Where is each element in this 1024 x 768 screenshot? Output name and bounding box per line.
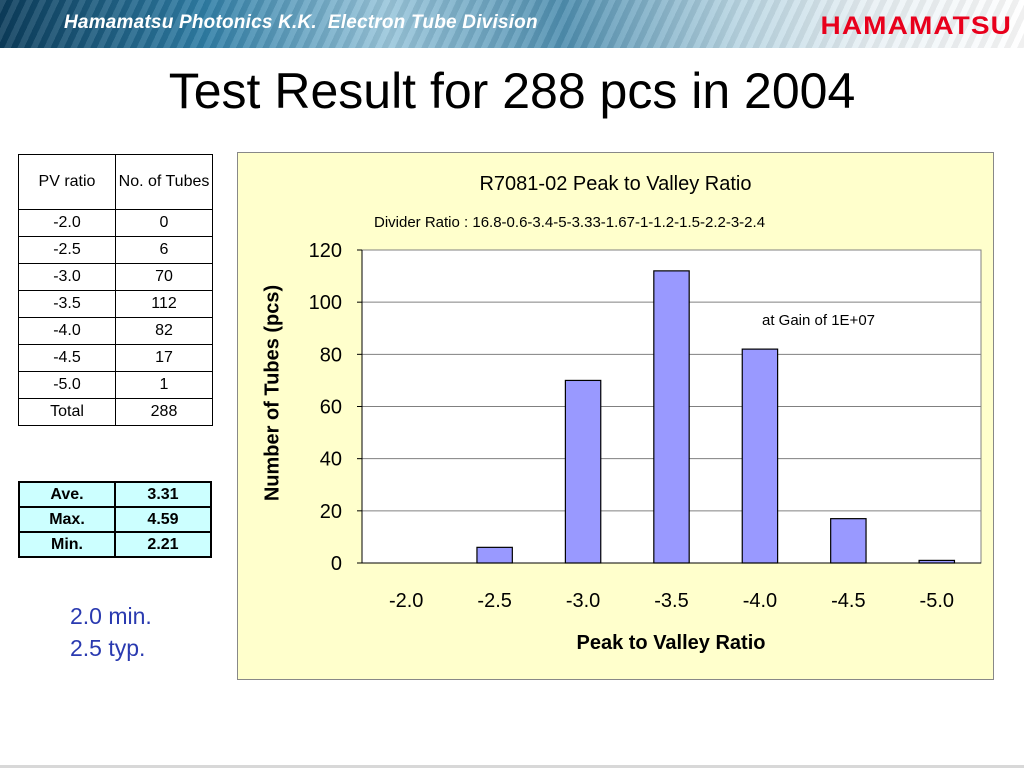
x-tick-label: -2.0 — [389, 590, 423, 612]
table-header-row: PV ratio No. of Tubes — [18, 154, 213, 210]
header-pv-ratio: PV ratio — [18, 154, 116, 210]
bar--4.0 — [741, 348, 779, 564]
tube-count-cell: 82 — [115, 317, 213, 345]
pv-ratio-cell: -2.0 — [18, 209, 116, 237]
stats-row-min: Min. 2.21 — [18, 531, 212, 558]
x-tick-label: -3.0 — [566, 590, 600, 612]
spec-note: 2.0 min. 2.5 typ. — [70, 600, 152, 664]
stat-label: Max. — [18, 506, 116, 533]
table-row: -2.0 0 — [18, 209, 213, 237]
chart-subtitle: Divider Ratio : 16.8-0.6-3.4-5-3.33-1.67… — [374, 214, 766, 231]
x-tick-label: -3.5 — [654, 590, 688, 612]
division-title: Hamamatsu Photonics K.K. Electron Tube D… — [64, 12, 538, 33]
bar--4.5 — [830, 518, 867, 564]
y-tick-label: 120 — [309, 240, 342, 262]
stat-label: Min. — [18, 531, 116, 558]
total-label-cell: Total — [18, 398, 116, 426]
total-value-cell: 288 — [115, 398, 213, 426]
spec-typ: 2.5 typ. — [70, 635, 146, 661]
tube-count-cell: 70 — [115, 263, 213, 291]
table-row: -2.5 6 — [18, 236, 213, 264]
x-tick-label: -4.0 — [743, 590, 777, 612]
y-tick-label: 20 — [320, 501, 342, 523]
x-tick-label: -4.5 — [831, 590, 865, 612]
stats-row-max: Max. 4.59 — [18, 506, 212, 533]
stat-value: 2.21 — [114, 531, 212, 558]
pv-ratio-cell: -4.5 — [18, 344, 116, 372]
table-row: -3.0 70 — [18, 263, 213, 291]
y-axis-label: Number of Tubes (pcs) — [261, 284, 284, 502]
table-row: -4.5 17 — [18, 344, 213, 372]
stat-value: 4.59 — [114, 506, 212, 533]
page-title: Test Result for 288 pcs in 2004 — [168, 63, 856, 119]
tube-count-cell: 112 — [115, 290, 213, 318]
header-banner: Hamamatsu Photonics K.K. Electron Tube D… — [0, 0, 1024, 48]
pv-ratio-cell: -4.0 — [18, 317, 116, 345]
x-axis-label: Peak to Valley Ratio — [576, 632, 766, 654]
bar--2.5 — [476, 546, 513, 564]
tube-count-cell: 1 — [115, 371, 213, 399]
x-tick-label: -5.0 — [920, 590, 954, 612]
y-tick-label: 0 — [331, 553, 342, 575]
stat-label: Ave. — [18, 481, 116, 508]
x-tick-label: -2.5 — [477, 590, 511, 612]
stats-row-ave: Ave. 3.31 — [18, 481, 212, 508]
tube-count-cell: 17 — [115, 344, 213, 372]
header-no-of-tubes: No. of Tubes — [115, 154, 213, 210]
y-tick-label: 60 — [320, 397, 342, 419]
table-row: -3.5 112 — [18, 290, 213, 318]
hamamatsu-logo: HAMAMATSU — [820, 12, 1012, 40]
footer-divider — [0, 765, 1024, 768]
table-row: -5.0 1 — [18, 371, 213, 399]
stat-value: 3.31 — [114, 481, 212, 508]
y-tick-label: 40 — [320, 449, 342, 471]
stats-table: Ave. 3.31 Max. 4.59 Min. 2.21 — [18, 481, 212, 558]
bar--5.0 — [918, 559, 956, 564]
spec-min: 2.0 min. — [70, 603, 152, 629]
bar--3.0 — [564, 379, 602, 564]
pv-ratio-table: PV ratio No. of Tubes -2.0 0 -2.5 6 -3.0… — [18, 154, 213, 426]
pv-ratio-cell: -3.0 — [18, 263, 116, 291]
gain-annotation: at Gain of 1E+07 — [762, 312, 875, 329]
chart-panel: 0 20 40 60 80 100 120 -2.0 -2.5 -3.0 -3.5 -4.0 -4.5 -… — [237, 152, 994, 680]
table-row: -4.0 82 — [18, 317, 213, 345]
chart-title: R7081-02 Peak to Valley Ratio — [479, 173, 752, 195]
tube-count-cell: 6 — [115, 236, 213, 264]
bar--3.5 — [653, 270, 690, 564]
tube-count-cell: 0 — [115, 209, 213, 237]
y-tick-label: 80 — [320, 344, 342, 366]
table-total-row: Total 288 — [18, 398, 213, 426]
pv-ratio-cell: -5.0 — [18, 371, 116, 399]
pv-ratio-cell: -3.5 — [18, 290, 116, 318]
bar-chart: 0 20 40 60 80 100 120 -2.0 -2.5 -3.0 -3.5 -4.0 -4.5 -… — [309, 240, 982, 612]
pv-ratio-cell: -2.5 — [18, 236, 116, 264]
y-tick-label: 100 — [309, 292, 342, 314]
